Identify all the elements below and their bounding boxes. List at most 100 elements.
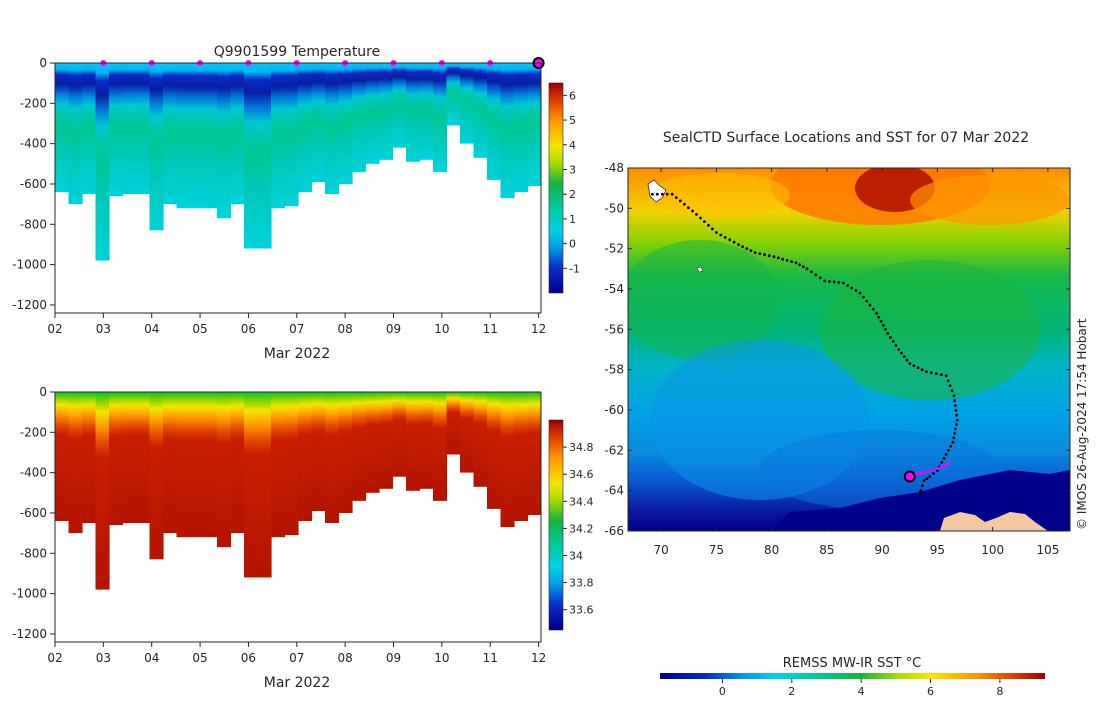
recent-track-point: [931, 468, 935, 472]
track-point: [846, 284, 849, 287]
track-point: [695, 213, 698, 216]
profile-column: [230, 63, 245, 205]
track-point: [877, 315, 881, 319]
track-point: [949, 444, 953, 448]
track-point: [951, 440, 955, 444]
map-y-tick-label: -60: [604, 403, 624, 417]
profile-column: [487, 63, 502, 180]
track-point: [928, 475, 932, 478]
salinity-x-ticks: 02 03 04 05 06 07 08 09 10 11 12: [47, 642, 546, 665]
sea-ice: [770, 470, 1070, 531]
track-point: [758, 252, 762, 256]
track-point: [920, 368, 924, 372]
colorbar-tick-label: 34: [569, 549, 583, 562]
y-tick-label: -600: [20, 177, 47, 191]
track-point: [794, 261, 798, 265]
track-point: [832, 280, 836, 284]
track-point: [732, 240, 736, 244]
sst-field: [628, 168, 1070, 531]
profile-column: [352, 392, 367, 501]
profile-column: [527, 63, 541, 186]
profile-column: [460, 392, 475, 473]
profile-column: [298, 392, 313, 521]
y-tick-label: -600: [20, 506, 47, 520]
track-point: [798, 263, 801, 267]
x-tick-label: 12: [531, 651, 546, 665]
profile-column: [176, 392, 191, 538]
profile-column: [460, 63, 475, 144]
colorbar-tick-label: 34.6: [569, 468, 594, 481]
track-point: [912, 364, 916, 367]
track-point: [842, 281, 845, 285]
track-point: [683, 202, 686, 206]
y-tick-label: 0: [39, 385, 47, 399]
recent-track-point: [922, 470, 926, 475]
track-point: [932, 472, 935, 475]
colorbar-tick-label: 3: [569, 163, 576, 176]
track-point: [918, 491, 922, 495]
x-tick-label: 06: [241, 322, 256, 336]
sst-colorbar-tick-label: 6: [927, 685, 934, 698]
track-point: [660, 192, 664, 196]
map-x-tick-label: 100: [981, 543, 1004, 557]
profile-column: [122, 63, 137, 194]
profile-column: [325, 392, 340, 523]
x-tick-label: 11: [483, 651, 498, 665]
profile-column: [176, 63, 191, 209]
colorbar-tick-label: 34.8: [569, 441, 594, 454]
track-point: [891, 340, 895, 343]
sst-colorbar-tick-label: 4: [858, 685, 865, 698]
track-point: [921, 484, 924, 487]
profile-column: [257, 392, 272, 578]
profile-column: [190, 63, 205, 209]
profile-column: [55, 63, 70, 192]
recent-track-point: [918, 471, 923, 475]
track-point: [828, 280, 831, 283]
profile-column: [68, 63, 83, 205]
track-point: [711, 227, 714, 231]
map-x-tick-label: 90: [875, 543, 890, 557]
profile-column: [244, 63, 259, 249]
track-point: [922, 479, 926, 482]
track-point: [953, 432, 956, 435]
profile-column: [338, 63, 353, 184]
track-point: [955, 418, 959, 422]
track-point: [763, 253, 766, 257]
sst-colorbar-tick-label: 8: [996, 685, 1003, 698]
track-point: [687, 206, 690, 210]
profile-column: [149, 392, 164, 560]
colorbar-tick-label: 4: [569, 139, 576, 152]
track-point: [767, 254, 771, 258]
y-tick-label: 0: [39, 56, 47, 70]
salinity-profiles: [55, 392, 541, 590]
colorbar-tick-label: 6: [569, 89, 576, 102]
track-point: [908, 362, 912, 365]
track-point: [737, 243, 740, 247]
x-tick-label: 05: [192, 322, 207, 336]
track-point: [900, 351, 903, 355]
profile-column: [338, 392, 353, 513]
colorbar-tick-label: 1: [569, 213, 576, 226]
track-point: [925, 477, 929, 480]
x-tick-label: 10: [434, 651, 449, 665]
track-point: [703, 220, 706, 224]
profile-column: [257, 63, 272, 249]
track-point: [776, 256, 780, 260]
track-point: [790, 260, 793, 263]
profile-column: [433, 63, 448, 172]
temperature-plot-frame: [54, 62, 542, 314]
profile-column: [55, 392, 70, 521]
track-point: [939, 373, 943, 377]
x-tick-label: 02: [47, 322, 62, 336]
temperature-colorbar: [548, 82, 564, 294]
colorbar-tick-label: 2: [569, 188, 576, 201]
recent-track-point: [946, 462, 950, 466]
profile-column: [109, 63, 124, 197]
track-point: [944, 374, 948, 378]
track-point: [823, 279, 827, 283]
track-point: [948, 384, 952, 388]
kerguelen-island: [647, 179, 667, 203]
track-point: [818, 276, 822, 280]
colorbar-tick-label: 33.6: [569, 604, 594, 617]
profile-column: [190, 392, 205, 538]
